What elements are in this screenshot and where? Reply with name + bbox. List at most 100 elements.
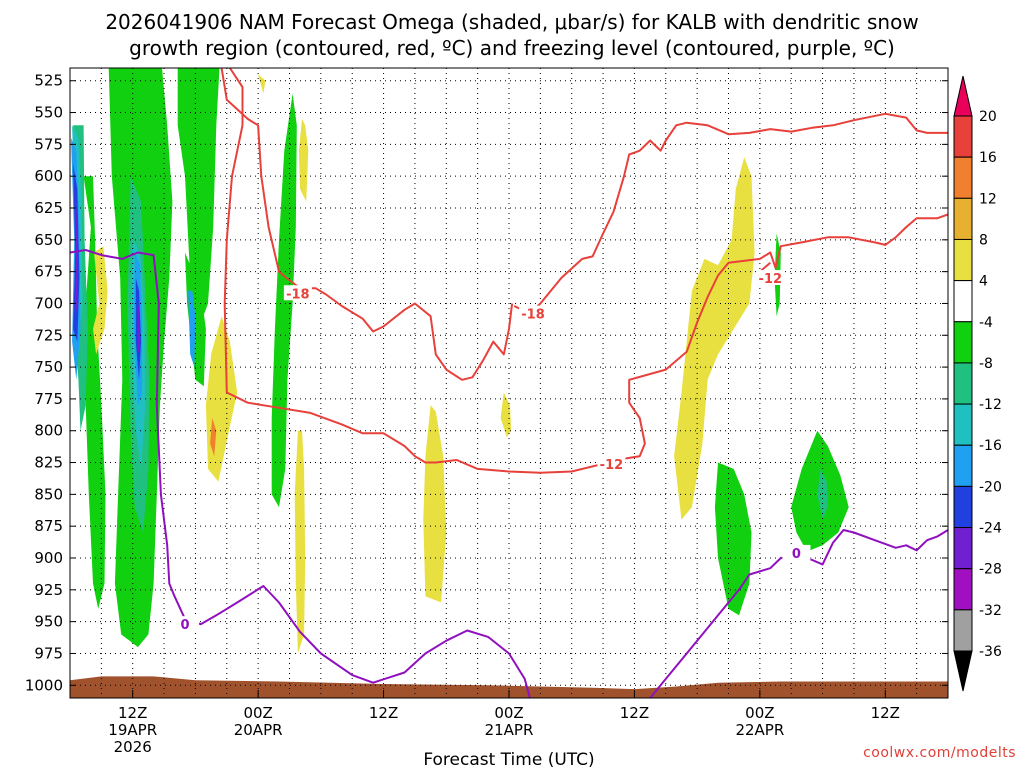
contour-label-bg-4 [170,616,199,632]
chart-title-line1: 2026041906 NAM Forecast Omega (shaded, μ… [105,10,918,34]
omega-region-0-0 [83,176,106,609]
colorbar-bottom-arrow [953,650,973,692]
omega-region-6-8 [686,367,703,418]
y-tick-label-625: 625 [34,199,63,217]
x-tick-label-0-2: 2026 [114,738,152,756]
y-tick-label-575: 575 [34,135,63,153]
omega-region-0-5 [271,93,297,508]
colorbar-label-11: -28 [979,562,1002,578]
contour-label-bg-3 [756,270,785,285]
terrain-fill [70,676,948,698]
contour-label-bg-5 [782,544,811,560]
y-tick-label-1000: 1000 [25,676,63,694]
y-axis-ticks: 525 550 575 600 625 650 675 700 725 750 775 800 825 8… [25,72,948,694]
omega-region-6-7 [674,157,755,520]
omega-shading [71,68,849,654]
x-tick-label-5-1: 22APR [735,721,784,739]
x-tick-label-5-0: 00Z [745,704,774,722]
omega-region-5-0 [74,188,78,317]
colorbar-box-10 [953,527,973,570]
contour-label-bg-0 [283,285,312,301]
y-tick-label-525: 525 [34,72,63,90]
colorbar-box-2 [953,197,973,240]
y-tick-label-900: 900 [34,549,63,567]
y-tick-label-875: 875 [34,517,63,535]
x-tick-label-6-0: 12Z [871,704,900,722]
omega-region-6-2 [258,74,266,94]
contour-line-4 [69,249,531,699]
omega-region-6-0 [93,246,108,355]
y-tick-label-975: 975 [34,644,63,662]
y-tick-label-750: 750 [34,358,63,376]
x-tick-label-3-1: 21APR [485,721,534,739]
contour-label-bg-1 [519,305,548,321]
colorbar-label-2: 12 [979,191,997,207]
colorbar-label-4: 4 [979,274,988,290]
colorbar-box-4 [953,280,973,323]
y-tick-label-675: 675 [34,263,63,281]
contour-label-0: -18 [286,287,310,302]
contour-label-bg-2 [597,455,626,471]
y-tick-label-550: 550 [34,104,63,122]
omega-region-3-2 [188,290,196,368]
x-tick-label-4-0: 12Z [620,704,649,722]
colorbar-box-3 [953,238,973,282]
chart-title-line2: growth region (contoured, red, ºC) and f… [129,36,895,60]
y-tick-label-950: 950 [34,613,63,631]
colorbar-label-9: -20 [979,479,1002,495]
colorbar-box-12 [953,609,973,652]
omega-region-0-6 [714,462,752,616]
y-tick-label-850: 850 [34,485,63,503]
omega-region-7-0 [210,418,217,457]
omega-region-0-4 [185,252,206,387]
omega-region-1-2 [817,468,828,520]
x-tick-label-2-0: 12Z [369,704,398,722]
x-axis-label: Forecast Time (UTC) [423,750,594,768]
colorbar-box-7 [953,403,973,446]
colorbar-box-5 [953,321,973,364]
omega-region-0-2 [177,68,220,329]
contour-line-5 [649,529,949,699]
contour-label-3: -12 [759,272,783,287]
colorbar-top-arrow [953,75,973,117]
y-tick-label-925: 925 [34,581,63,599]
colorbar-box-0 [953,115,973,158]
contour-label-5: 0 [792,547,801,562]
contour-lines: -18 -18 -12 -12 0 0 [69,67,949,699]
colorbar-box-6 [953,362,973,405]
omega-region-6-5 [423,405,447,603]
contour-label-1: -18 [521,308,545,323]
colorbar-label-3: 8 [979,232,988,248]
colorbar-label-13: -36 [979,644,1002,660]
y-tick-label-825: 825 [34,454,63,472]
colorbar-label-12: -32 [979,603,1002,619]
y-tick-label-775: 775 [34,390,63,408]
y-tick-label-700: 700 [34,294,63,312]
colorbar-label-5: -4 [979,315,993,331]
colorbar-label-8: -16 [979,438,1002,454]
colorbar-label-7: -12 [979,397,1002,413]
omega-region-6-4 [294,430,306,654]
colorbar-box-11 [953,568,973,611]
colorbar: 20 16 12 8 4 -4 -8 -12 -16 -20 -24 -28 -32 -36 [953,75,1002,692]
x-tick-label-3-0: 00Z [494,704,523,722]
contour-label-4: 0 [180,618,189,633]
y-tick-label-800: 800 [34,422,63,440]
grid-lines [70,68,948,698]
omega-region-6-3 [298,118,309,202]
x-tick-label-1-0: 00Z [243,704,272,722]
credit-text: coolwx.com/modelts [863,745,1016,761]
omega-region-6-6 [500,392,512,438]
contour-label-2: -12 [600,458,624,473]
contour-line-0 [220,67,514,381]
x-tick-label-1-1: 20APR [234,721,283,739]
colorbar-box-1 [953,156,973,199]
colorbar-label-0: 20 [979,109,997,125]
colorbar-box-8 [953,444,973,487]
y-tick-label-725: 725 [34,326,63,344]
colorbar-label-6: -8 [979,356,993,372]
terrain-area [70,676,948,698]
colorbar-label-10: -24 [979,521,1002,537]
